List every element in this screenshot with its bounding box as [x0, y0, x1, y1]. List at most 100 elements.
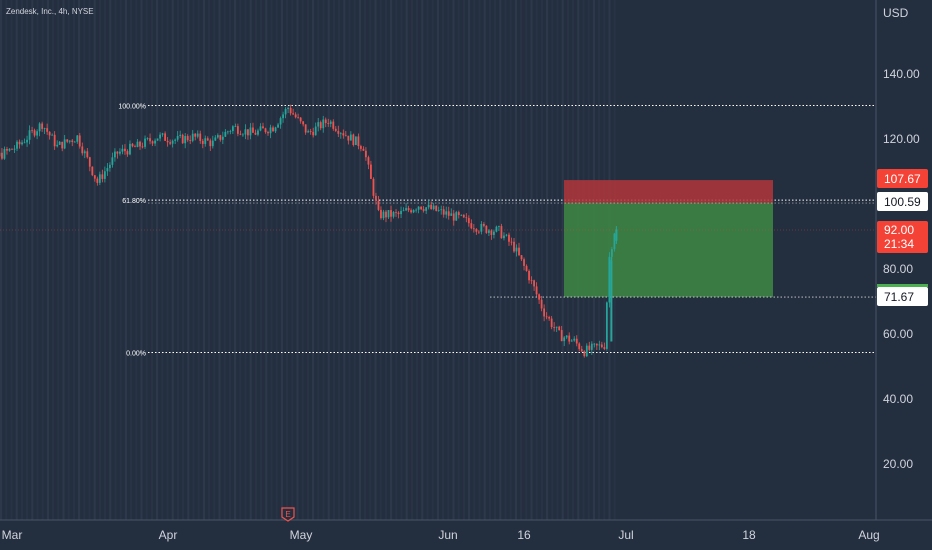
candle[interactable] [365, 147, 367, 161]
candle[interactable] [425, 206, 428, 214]
candle[interactable] [475, 228, 478, 235]
candle[interactable] [565, 335, 568, 340]
candle[interactable] [124, 144, 126, 155]
candle[interactable] [119, 148, 121, 156]
candle[interactable] [367, 155, 370, 170]
candle[interactable] [545, 312, 548, 320]
candle[interactable] [435, 205, 438, 212]
candle[interactable] [339, 132, 342, 139]
candle[interactable] [563, 335, 566, 347]
candle[interactable] [299, 117, 302, 124]
candle[interactable] [282, 111, 284, 123]
candle[interactable] [164, 131, 167, 142]
candle[interactable] [427, 199, 430, 210]
candle[interactable] [71, 138, 74, 147]
candle[interactable] [518, 242, 520, 257]
candle[interactable] [452, 210, 455, 226]
candle[interactable] [116, 151, 119, 159]
candle[interactable] [515, 244, 518, 257]
candle[interactable] [613, 232, 616, 252]
candle[interactable] [570, 339, 573, 342]
candle[interactable] [450, 208, 453, 216]
candle[interactable] [347, 135, 350, 145]
candle[interactable] [204, 135, 207, 147]
candle[interactable] [176, 131, 179, 142]
candle[interactable] [327, 118, 330, 127]
candle[interactable] [81, 142, 84, 156]
candle[interactable] [437, 206, 440, 212]
candle[interactable] [580, 345, 583, 353]
candle[interactable] [530, 276, 533, 285]
candle[interactable] [21, 140, 23, 146]
candle[interactable] [447, 206, 450, 220]
candle[interactable] [370, 160, 372, 179]
candle[interactable] [583, 350, 586, 358]
candle[interactable] [154, 138, 156, 147]
short-position-tool[interactable] [148, 180, 876, 298]
candle[interactable] [186, 134, 189, 142]
candle[interactable] [114, 148, 116, 162]
candle[interactable] [505, 233, 508, 237]
candle[interactable] [322, 115, 325, 133]
take-profit-zone[interactable] [564, 203, 773, 298]
candle[interactable] [357, 133, 360, 150]
candle[interactable] [219, 134, 222, 142]
candle[interactable] [302, 121, 305, 127]
candle[interactable] [244, 124, 247, 140]
candle[interactable] [262, 122, 264, 129]
candle[interactable] [590, 341, 593, 355]
candle[interactable] [294, 112, 297, 119]
candle[interactable] [91, 166, 94, 177]
candle[interactable] [53, 131, 56, 150]
candle[interactable] [482, 222, 485, 228]
symbol-title[interactable]: Zendesk, Inc., 4h, NYSE [6, 7, 94, 16]
candle[interactable] [36, 129, 38, 140]
candle[interactable] [467, 215, 470, 227]
candle[interactable] [395, 209, 397, 217]
last-candle[interactable] [615, 226, 618, 244]
candle[interactable] [174, 138, 177, 145]
candle[interactable] [520, 255, 523, 262]
candle[interactable] [43, 127, 46, 135]
candle[interactable] [151, 140, 154, 147]
candle[interactable] [319, 120, 322, 131]
candle[interactable] [588, 341, 591, 352]
candle[interactable] [206, 136, 209, 141]
candle[interactable] [41, 121, 44, 132]
candle[interactable] [46, 123, 49, 135]
candle[interactable] [8, 148, 11, 152]
candle[interactable] [442, 205, 445, 218]
candle[interactable] [455, 210, 458, 221]
candle[interactable] [181, 133, 184, 144]
candle[interactable] [189, 135, 192, 145]
candle[interactable] [528, 269, 530, 284]
candle[interactable] [3, 146, 6, 160]
candle[interactable] [498, 225, 500, 231]
candle[interactable] [292, 108, 295, 115]
candle[interactable] [226, 130, 229, 135]
candle[interactable] [352, 133, 355, 147]
candle[interactable] [239, 130, 242, 136]
candle[interactable] [201, 138, 204, 149]
candle[interactable] [191, 130, 194, 143]
candle[interactable] [503, 232, 505, 241]
candle[interactable] [342, 129, 345, 139]
candle[interactable] [136, 139, 139, 148]
candle[interactable] [385, 210, 387, 223]
candle[interactable] [68, 140, 71, 144]
candle[interactable] [179, 130, 182, 139]
candle[interactable] [309, 128, 312, 135]
candle[interactable] [169, 139, 172, 146]
candle[interactable] [375, 192, 377, 205]
candle[interactable] [16, 140, 18, 151]
candle[interactable] [553, 322, 556, 332]
candle[interactable] [460, 214, 463, 217]
candle[interactable] [28, 125, 31, 145]
candle[interactable] [108, 162, 111, 172]
candle[interactable] [56, 140, 59, 148]
candle[interactable] [277, 122, 279, 128]
time-axis[interactable] [0, 520, 932, 550]
candle[interactable] [372, 177, 375, 199]
candle[interactable] [387, 210, 390, 219]
